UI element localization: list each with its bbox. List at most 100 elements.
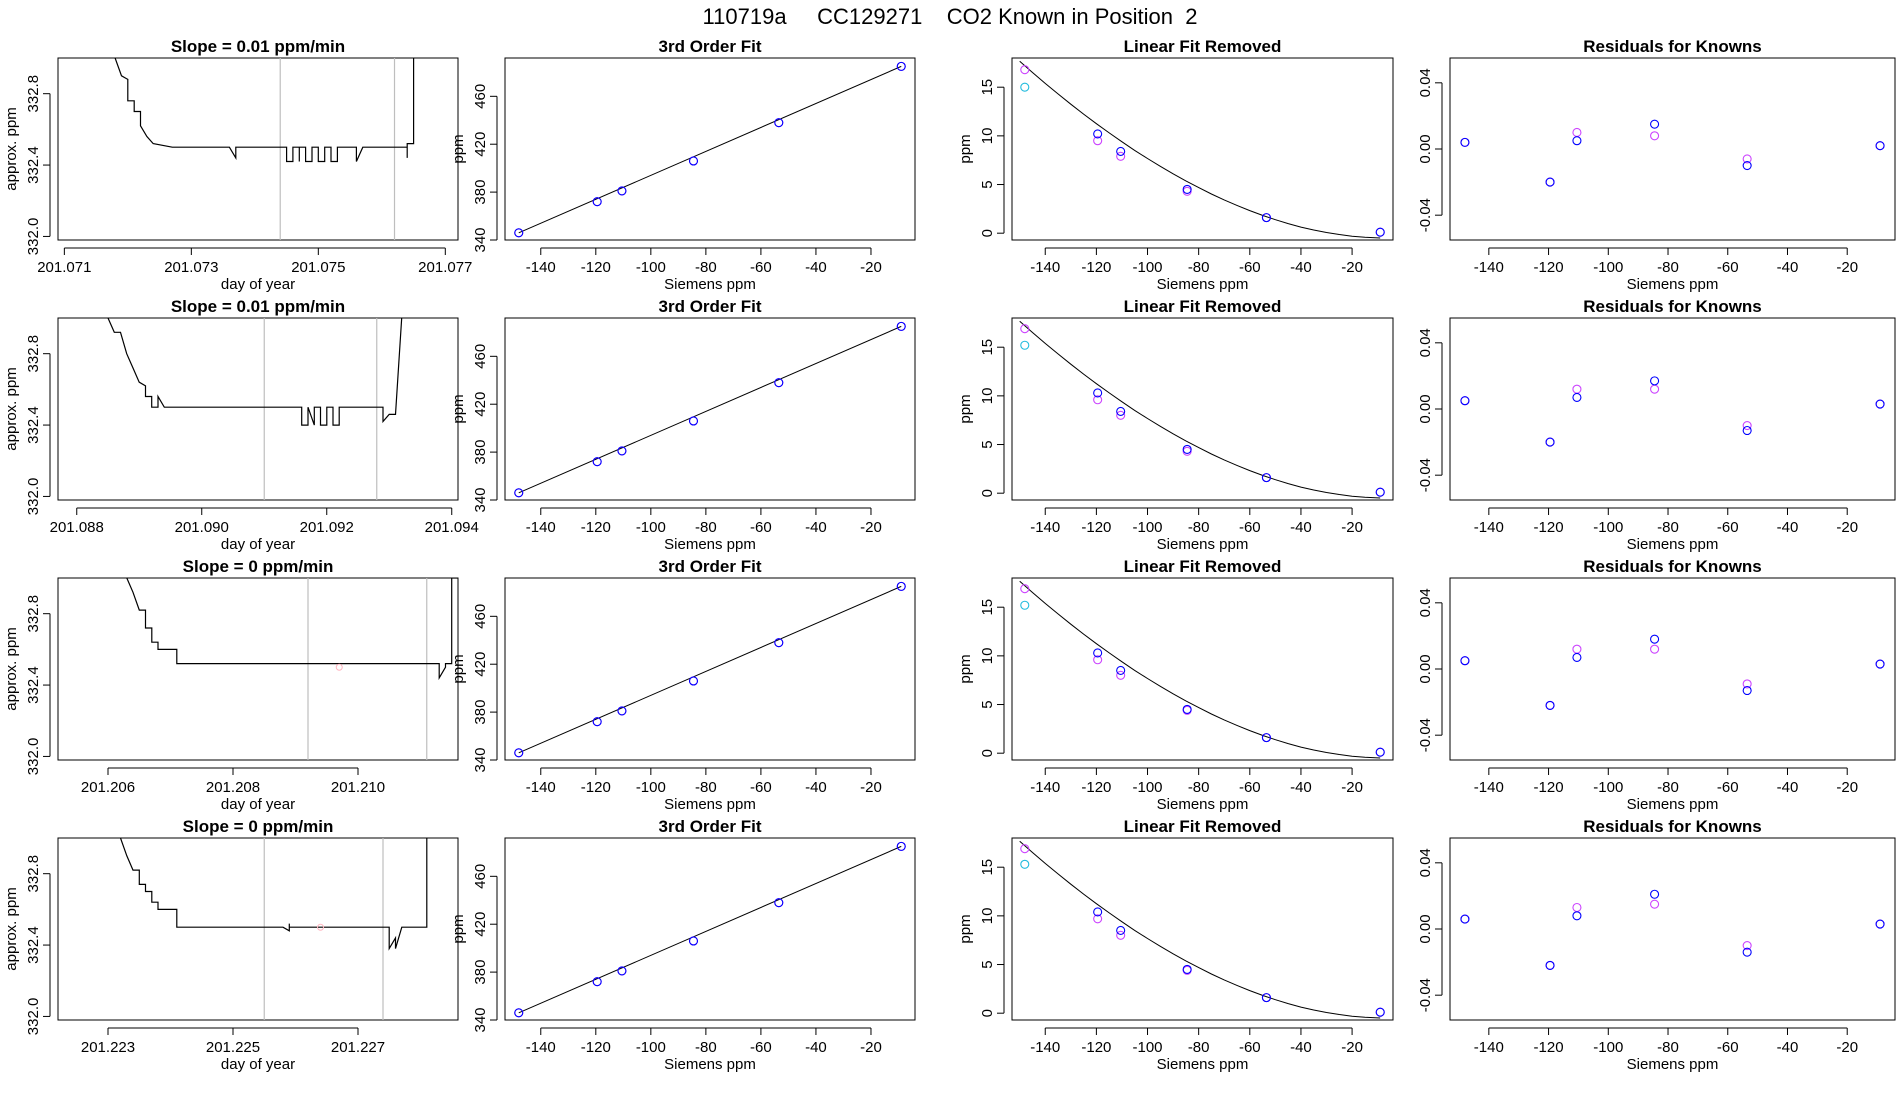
point-measured [1093,388,1103,398]
panel-grid: Slope = 0.01 ppm/min 201.071 201.073 201.07… [3,37,1896,1073]
y-tick-label: 5 [979,180,996,188]
point-measured [1093,648,1103,658]
x-tick-label: -100 [1133,1039,1163,1056]
x-tick-label: 201.071 [37,259,91,276]
x-tick-label: 201.208 [206,779,260,796]
y-tick-label: 340 [472,487,489,512]
x-tick-label: -20 [860,519,882,536]
y-tick-label: 0.04 [1417,68,1434,97]
point-measured [1093,907,1103,917]
plot-frame [1449,577,1896,761]
chart-panel-r2-c1: 3rd Order Fit -140 -120 -100 -80 -60 -40 -20 Sie… [450,557,916,813]
x-tick-label: -60 [1239,1039,1261,1056]
y-tick-label: 0.00 [1417,134,1434,163]
y-axis-label: ppm [957,394,974,423]
point-measured [1875,659,1885,669]
point-measured [1742,947,1752,957]
x-tick-label: 201.227 [331,1039,385,1056]
x-tick-label: -60 [1717,259,1739,276]
y-tick-label: 332.4 [25,146,42,184]
chart-panel-r0-c1: 3rd Order Fit -140 -120 -100 -80 -60 -40 -20 Sie… [450,37,916,293]
x-axis-label: day of year [221,796,295,813]
y-tick-label: 0.04 [1417,588,1434,617]
chart-title: Slope = 0 ppm/min [183,817,334,836]
chart-title: 3rd Order Fit [659,817,762,836]
y-tick-label: 332.0 [25,478,42,516]
x-tick-label: -140 [1474,1039,1504,1056]
x-tick-label: -60 [750,519,772,536]
x-tick-label: -20 [1836,519,1858,536]
y-tick-label: 332.8 [25,75,42,113]
point-known [1116,930,1126,940]
y-tick-label: 332.0 [25,998,42,1036]
plot-area [126,578,458,760]
page-title: 110719a CC129271 CO2 Known in Position 2 [703,4,1198,29]
chart-title: Slope = 0.01 ppm/min [171,297,345,316]
x-tick-label: -60 [1717,519,1739,536]
x-tick-label: -100 [1133,779,1163,796]
point-measured [1261,213,1271,223]
x-tick-label: -100 [1593,779,1623,796]
y-tick-label: 10 [979,648,996,665]
y-tick-label: 15 [979,79,996,96]
y-tick-label: 332.0 [25,218,42,256]
x-tick-label: 201.225 [206,1039,260,1056]
x-tick-label: -40 [1290,519,1312,536]
x-tick-label: -140 [526,259,556,276]
y-tick-label: 460 [472,604,489,629]
point-known [1093,395,1103,405]
plot-area [514,61,906,238]
y-tick-label: 460 [472,864,489,889]
point-known [1020,324,1030,334]
y-tick-label: 332.0 [25,738,42,776]
y-axis-label: approx. ppm [3,627,20,710]
point-measured [1742,685,1752,696]
y-tick-label: 5 [979,700,996,708]
x-tick-label: -80 [1188,1039,1210,1056]
chart-panel-r2-c3: Residuals for Knowns -140 -120 -100 -80 -60 -4… [1417,557,1896,813]
point-measured [1375,487,1385,497]
series-line-trace [107,318,403,426]
point-known [1742,420,1752,431]
point-known [1116,410,1126,420]
point-measured [1875,141,1885,151]
plot-frame [1011,837,1394,1021]
chart-title: 3rd Order Fit [659,297,762,316]
point-known [1093,655,1103,665]
point-measured [1572,652,1582,662]
chart-title: Residuals for Knowns [1583,817,1762,836]
chart-title: Linear Fit Removed [1124,557,1282,576]
y-tick-label: 0 [979,489,996,497]
y-tick-label: 420 [472,652,489,677]
chart-title: Slope = 0.01 ppm/min [171,37,345,56]
x-tick-label: -20 [1341,1039,1363,1056]
x-tick-label: 201.090 [175,519,229,536]
average-marker [317,923,324,931]
x-axis-label: Siemens ppm [1157,796,1249,813]
point-measured [1116,406,1126,416]
y-tick-label: 420 [472,392,489,417]
chart-title: Linear Fit Removed [1124,37,1282,56]
y-axis-label: approx. ppm [3,887,20,970]
chart-panel-r2-c2: Linear Fit Removed -140 -120 -100 -80 -60 -40 -… [957,557,1394,813]
point-measured [1572,136,1582,146]
x-tick-label: 201.210 [331,779,385,796]
plot-frame [57,837,459,1021]
point-known [1572,384,1582,394]
x-tick-label: -120 [1081,1039,1111,1056]
y-tick-label: 0 [979,1009,996,1017]
point-measured [1545,960,1555,970]
point-measured [688,416,699,426]
fit-line [518,325,902,494]
y-axis-label: ppm [957,914,974,943]
point-measured [1182,444,1192,454]
x-tick-label: -100 [636,259,666,276]
x-tick-label: -40 [1290,1039,1312,1056]
point-measured [592,717,602,727]
point-measured [1572,911,1582,921]
point-measured [1375,747,1385,757]
plot-frame [1011,577,1394,761]
y-tick-label: -0.04 [1417,458,1434,492]
y-axis-label: approx. ppm [3,367,20,450]
